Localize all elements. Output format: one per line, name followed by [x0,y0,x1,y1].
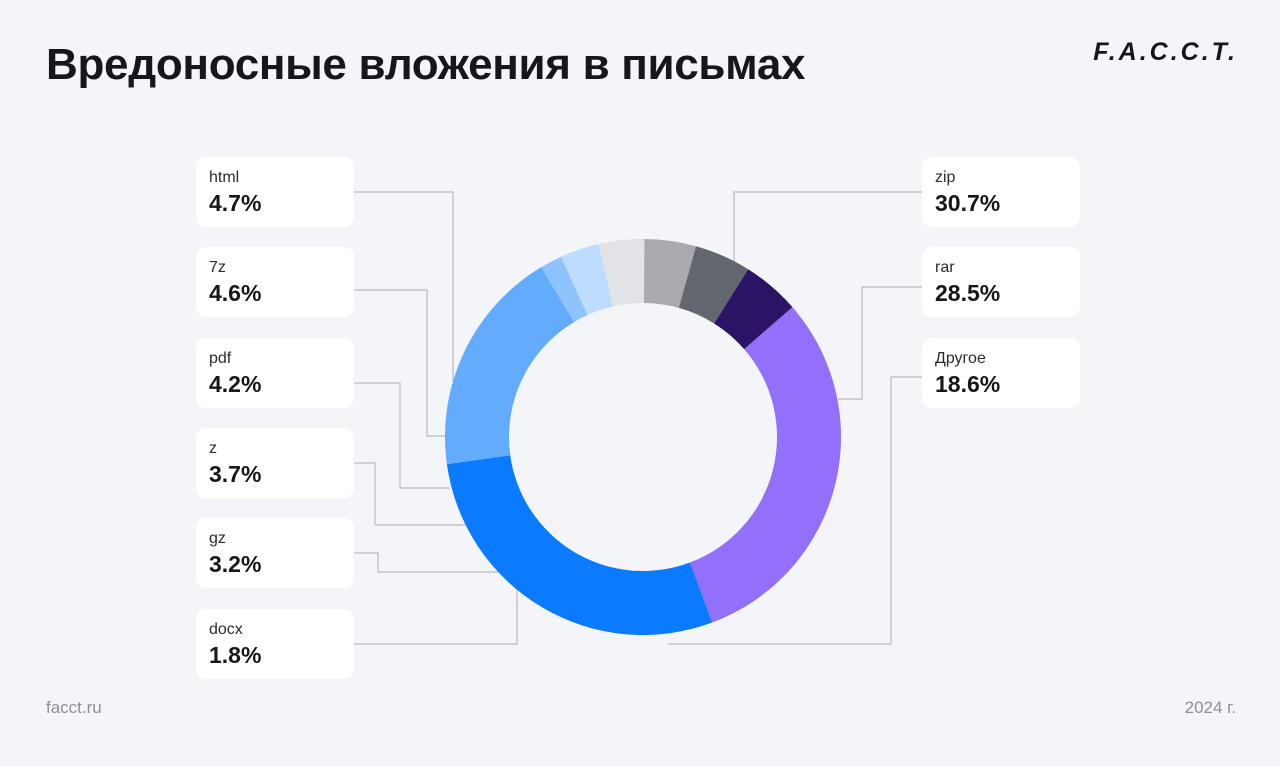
callout-card-html: html 4.7% [196,157,354,227]
legend-label: rar [935,259,955,276]
slice-docx [541,256,588,323]
leader-line-pdf [354,382,450,489]
slice-pdf [643,239,696,308]
page-title: Вредоносные вложения в письмах [46,40,806,89]
footer-site: facct.ru [46,698,102,717]
callout-card-gz: gz 3.2% [196,518,354,588]
callout-card-pdf: pdf 4.2% [196,338,354,408]
slice-7z [678,246,749,324]
leader-line-docx [354,590,518,645]
slice-gz [561,244,614,316]
slice-zip [689,307,841,623]
legend-label: zip [935,169,956,186]
leader-line-html [354,191,454,382]
callout-card-zip: zip 30.7% [922,157,1080,227]
data-label: 3.7% [209,461,262,487]
data-label: 30.7% [935,190,1001,216]
leader-line-Другое [668,376,922,645]
leader-line-z [354,462,474,526]
legend-label: pdf [209,350,232,367]
callout-card-7z: 7z 4.6% [196,247,354,317]
legend-label: html [209,169,240,186]
legend-label: z [209,440,217,457]
legend-label: docx [209,621,243,638]
slice-z [598,239,645,307]
callout-card-z: z 3.7% [196,428,354,498]
data-label: 3.2% [209,551,262,577]
callout-card-rar: rar 28.5% [922,247,1080,317]
slice-rar [446,455,713,636]
legend-label: Другое [935,350,986,367]
legend-label: gz [209,530,226,547]
footer-year: 2024 г. [1184,698,1236,717]
callout-card-docx: docx 1.8% [196,609,354,679]
leader-line-rar [838,286,922,400]
callout-card-Другое: Другое 18.6% [922,338,1080,408]
data-label: 1.8% [209,642,262,668]
data-label: 4.7% [209,190,262,216]
data-label: 28.5% [935,280,1001,306]
data-label: 4.6% [209,280,262,306]
leader-line-zip [733,191,922,262]
leader-line-7z [354,289,447,437]
slice-html [714,269,793,350]
slice-Другое [444,267,575,465]
data-label: 4.2% [209,371,262,397]
legend-label: 7z [209,259,226,276]
leader-line-gz [354,552,500,573]
data-label: 18.6% [935,371,1001,397]
facct-logo: F.A.C.C.T. [1093,38,1238,66]
